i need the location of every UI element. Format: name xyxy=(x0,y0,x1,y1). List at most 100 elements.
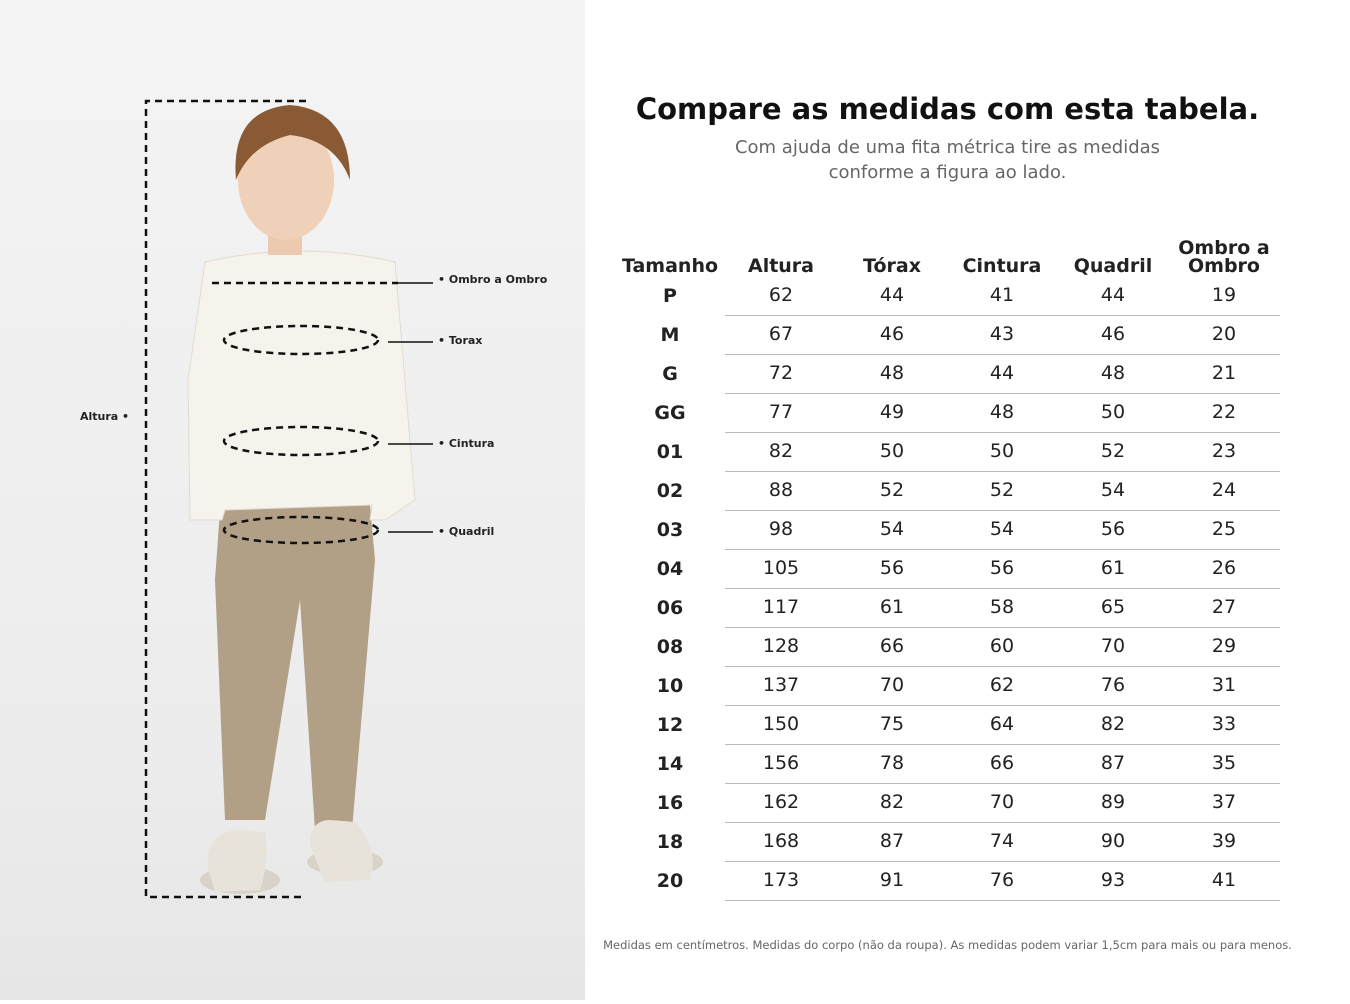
measure-value: 39 xyxy=(1211,830,1237,852)
measure-value: 66 xyxy=(989,752,1015,774)
measure-value: 31 xyxy=(1211,674,1237,696)
measure-value: 52 xyxy=(879,479,905,501)
measure-value: 44 xyxy=(989,362,1015,384)
model-illustration xyxy=(144,99,433,899)
row-divider xyxy=(725,900,1280,901)
measure-value: 56 xyxy=(879,557,905,579)
measure-value: 173 xyxy=(762,869,800,891)
measure-value: 50 xyxy=(1100,401,1126,423)
measure-value: 41 xyxy=(989,284,1015,306)
measure-value: 75 xyxy=(879,713,905,735)
subtitle: Com ajuda de uma fita métrica tire as me… xyxy=(734,137,1161,158)
measure-value: 88 xyxy=(768,479,794,501)
measure-value: 62 xyxy=(768,284,794,306)
row-divider xyxy=(725,861,1280,862)
label-cintura: • Cintura xyxy=(438,437,495,450)
measure-value: 128 xyxy=(762,635,800,657)
measure-value: 61 xyxy=(879,596,905,618)
measure-value: 48 xyxy=(989,401,1015,423)
measure-value: 49 xyxy=(879,401,905,423)
title: Compare as medidas com esta tabela. xyxy=(635,92,1260,126)
size-label: 01 xyxy=(656,441,684,463)
measure-value: 89 xyxy=(1100,791,1126,813)
measure-value: 44 xyxy=(879,284,905,306)
measure-value: 25 xyxy=(1211,518,1237,540)
measure-value: 48 xyxy=(1100,362,1126,384)
model-panel: Altura • • Ombro a Ombro • Torax • Cintu… xyxy=(0,0,585,1000)
measure-value: 54 xyxy=(879,518,905,540)
measure-value: 46 xyxy=(1100,323,1126,345)
measure-value: 33 xyxy=(1211,713,1237,735)
measure-value: 70 xyxy=(989,791,1015,813)
measure-value: 70 xyxy=(879,674,905,696)
measure-value: 137 xyxy=(762,674,800,696)
measure-value: 44 xyxy=(1100,284,1126,306)
size-label: G xyxy=(662,363,678,385)
measure-value: 72 xyxy=(768,362,794,384)
measure-value: 87 xyxy=(1100,752,1126,774)
size-label: P xyxy=(663,285,677,307)
column-header: Quadril xyxy=(1073,255,1153,277)
column-header: Tórax xyxy=(863,255,921,277)
row-divider xyxy=(725,666,1280,667)
row-divider xyxy=(725,432,1280,433)
measure-value: 19 xyxy=(1211,284,1237,306)
measure-value: 50 xyxy=(879,440,905,462)
row-divider xyxy=(725,471,1280,472)
size-label: GG xyxy=(654,402,686,424)
measure-value: 54 xyxy=(989,518,1015,540)
measure-value: 54 xyxy=(1100,479,1126,501)
measure-value: 26 xyxy=(1211,557,1237,579)
measure-value: 77 xyxy=(768,401,794,423)
size-label: 18 xyxy=(656,831,684,853)
measure-value: 23 xyxy=(1211,440,1237,462)
size-label: 10 xyxy=(656,675,684,697)
measure-value: 162 xyxy=(762,791,800,813)
measure-value: 52 xyxy=(989,479,1015,501)
row-divider xyxy=(725,744,1280,745)
row-divider xyxy=(725,549,1280,550)
row-divider xyxy=(725,354,1280,355)
measure-value: 91 xyxy=(879,869,905,891)
measure-value: 76 xyxy=(1100,674,1126,696)
measure-value: 82 xyxy=(1100,713,1126,735)
measure-value: 41 xyxy=(1211,869,1237,891)
label-ombro: • Ombro a Ombro xyxy=(438,273,548,286)
size-label: 16 xyxy=(656,792,684,814)
measure-value: 21 xyxy=(1211,362,1237,384)
size-label: 14 xyxy=(656,753,684,775)
label-quadril: • Quadril xyxy=(438,525,495,538)
size-label: 04 xyxy=(656,558,684,580)
measure-value: 48 xyxy=(879,362,905,384)
row-divider xyxy=(725,705,1280,706)
size-label: 06 xyxy=(656,597,684,619)
row-divider xyxy=(725,315,1280,316)
column-header: Tamanho xyxy=(621,255,719,277)
measure-value: 24 xyxy=(1211,479,1237,501)
row-divider xyxy=(725,627,1280,628)
measure-value: 56 xyxy=(989,557,1015,579)
row-divider xyxy=(725,783,1280,784)
measure-value: 29 xyxy=(1211,635,1237,657)
measure-value: 87 xyxy=(879,830,905,852)
measure-value: 35 xyxy=(1211,752,1237,774)
measure-value: 37 xyxy=(1211,791,1237,813)
measure-value: 156 xyxy=(762,752,800,774)
row-divider xyxy=(725,510,1280,511)
measure-value: 67 xyxy=(768,323,794,345)
size-label: 20 xyxy=(656,870,684,892)
measure-value: 20 xyxy=(1211,323,1237,345)
measure-value: 168 xyxy=(762,830,800,852)
measure-value: 62 xyxy=(989,674,1015,696)
measure-value: 52 xyxy=(1100,440,1126,462)
measure-value: 90 xyxy=(1100,830,1126,852)
row-divider xyxy=(725,588,1280,589)
label-altura: Altura • xyxy=(80,410,130,423)
size-label: 08 xyxy=(656,636,684,658)
measure-value: 22 xyxy=(1211,401,1237,423)
row-divider xyxy=(725,393,1280,394)
measure-value: 65 xyxy=(1100,596,1126,618)
label-torax: • Torax xyxy=(438,334,483,347)
subtitle: conforme a figura ao lado. xyxy=(828,162,1067,183)
